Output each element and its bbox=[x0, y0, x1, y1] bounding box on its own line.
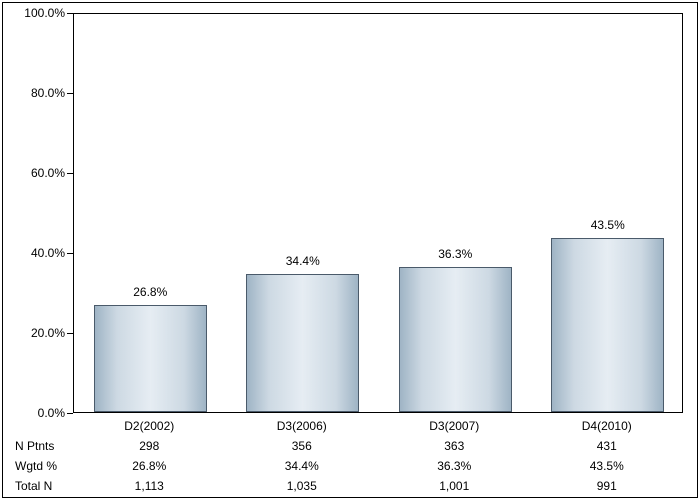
x-category-label: D3(2007) bbox=[429, 419, 479, 433]
bar bbox=[551, 238, 664, 412]
y-tick-mark bbox=[67, 173, 73, 174]
table-cell: 431 bbox=[597, 439, 617, 453]
y-tick-label: 40.0% bbox=[31, 246, 65, 260]
bar-value-label: 26.8% bbox=[133, 285, 167, 299]
y-tick-label: 0.0% bbox=[38, 406, 65, 420]
table-cell: 43.5% bbox=[590, 459, 624, 473]
bar bbox=[399, 267, 512, 412]
bar-value-label: 34.4% bbox=[286, 254, 320, 268]
table-cell: 34.4% bbox=[285, 459, 319, 473]
y-tick-mark bbox=[67, 93, 73, 94]
table-cell: 1,113 bbox=[135, 479, 164, 493]
table-row-label: N Ptnts bbox=[15, 439, 54, 453]
bar-value-label: 36.3% bbox=[438, 247, 472, 261]
bar-value-label: 43.5% bbox=[591, 218, 625, 232]
y-tick-mark bbox=[67, 13, 73, 14]
y-tick-label: 100.0% bbox=[24, 6, 65, 20]
table-cell: 298 bbox=[139, 439, 159, 453]
y-axis: 0.0%20.0%40.0%60.0%80.0%100.0% bbox=[3, 13, 71, 413]
y-tick-label: 20.0% bbox=[31, 326, 65, 340]
y-tick-label: 60.0% bbox=[31, 166, 65, 180]
table-cell: 1,001 bbox=[439, 479, 469, 493]
y-tick-mark bbox=[67, 253, 73, 254]
y-tick-label: 80.0% bbox=[31, 86, 65, 100]
table-row-label: Wgtd % bbox=[15, 459, 57, 473]
x-category-label: D4(2010) bbox=[582, 419, 632, 433]
table-cell: 1,035 bbox=[287, 479, 317, 493]
plot-area: 26.8% 34.4% 36.3% 43.5% bbox=[73, 13, 683, 413]
bar bbox=[246, 274, 359, 412]
bar bbox=[94, 305, 207, 412]
y-tick-mark bbox=[67, 333, 73, 334]
table-cell: 36.3% bbox=[437, 459, 471, 473]
bars-layer: 26.8% 34.4% 36.3% 43.5% bbox=[74, 14, 682, 412]
chart-container: 0.0% 20.0% 40.0% 60.0% 80.0% 100.0% 26.8% 34.4… bbox=[2, 2, 698, 498]
x-category-label: D2(2002) bbox=[124, 419, 174, 433]
y-tick-mark bbox=[67, 413, 73, 414]
table-cell: 991 bbox=[597, 479, 617, 493]
table-cell: 363 bbox=[444, 439, 464, 453]
table-cell: 26.8% bbox=[132, 459, 166, 473]
table-cell: 356 bbox=[292, 439, 312, 453]
x-category-label: D3(2006) bbox=[277, 419, 327, 433]
table-row-label: Total N bbox=[15, 479, 52, 493]
